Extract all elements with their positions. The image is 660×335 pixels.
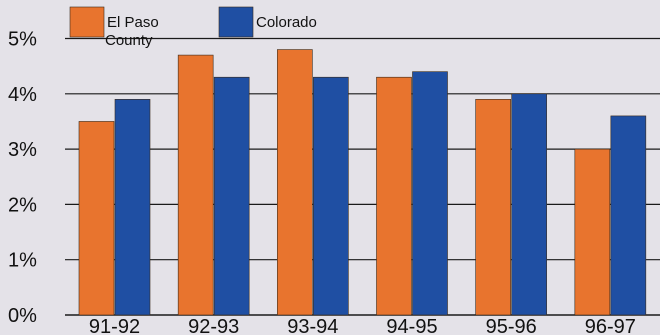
- x-tick-label: 91-92: [89, 316, 140, 335]
- legend-label: El Paso County: [105, 14, 159, 49]
- bar-el-paso-county: [277, 49, 313, 316]
- bar-colorado: [412, 71, 448, 316]
- x-tick-label: 95-96: [486, 316, 537, 335]
- y-tick-label: 0%: [8, 305, 37, 327]
- bar-colorado: [610, 115, 647, 316]
- x-tick-label: 92-93: [188, 316, 239, 335]
- y-tick-label: 5%: [8, 29, 37, 51]
- bar-colorado: [313, 76, 349, 316]
- y-tick-label: 2%: [8, 194, 37, 216]
- legend-swatch: [69, 6, 105, 38]
- x-axis-ticks: 91-92 92-93 93-94 94-95 95-96 96-97: [89, 316, 636, 335]
- legend-swatch: [218, 6, 254, 38]
- grid-lines: [65, 37, 660, 316]
- x-tick-label: 94-95: [386, 316, 437, 335]
- bar-el-paso-county: [574, 148, 611, 316]
- bar-colorado: [213, 76, 250, 316]
- bars: [78, 49, 647, 316]
- bar-el-paso-county: [78, 121, 115, 316]
- y-axis-ticks: 0% 1% 2% 3% 4% 5%: [8, 29, 37, 328]
- legend: El Paso County Colorado: [69, 6, 317, 49]
- x-tick-label: 96-97: [585, 316, 636, 335]
- bar-el-paso-county: [475, 99, 511, 316]
- y-tick-label: 4%: [8, 84, 37, 106]
- bar-colorado: [511, 93, 547, 316]
- legend-label: Colorado: [256, 14, 317, 31]
- y-tick-label: 1%: [8, 250, 37, 272]
- x-tick-label: 93-94: [287, 316, 338, 335]
- bar-colorado: [114, 99, 151, 316]
- bar-el-paso-county: [177, 54, 214, 316]
- bar-el-paso-county: [376, 76, 412, 316]
- y-tick-label: 3%: [8, 139, 37, 161]
